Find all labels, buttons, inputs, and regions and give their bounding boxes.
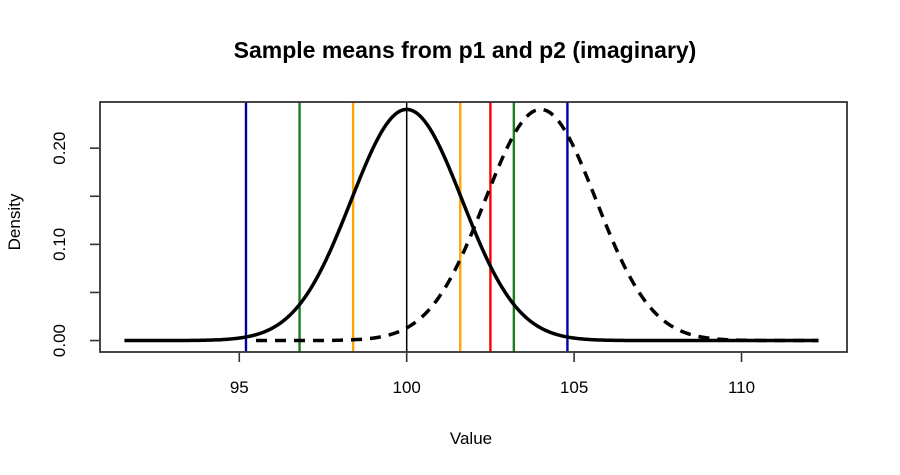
x-tick-label-95: 95 bbox=[230, 378, 249, 397]
x-axis-label: Value bbox=[450, 429, 492, 448]
y-axis-label: Density bbox=[5, 193, 24, 250]
x-tick-label-110: 110 bbox=[728, 378, 755, 397]
y-tick-label-0.20: 0.20 bbox=[50, 132, 69, 165]
plot-frame bbox=[99, 101, 848, 353]
density-curve-p1 bbox=[124, 107, 819, 343]
x-tick-label-100: 100 bbox=[393, 378, 421, 397]
density-curve-p2 bbox=[256, 107, 819, 343]
x-tick-label-105: 105 bbox=[560, 378, 588, 397]
plot-title: Sample means from p1 and p2 (imaginary) bbox=[234, 37, 697, 63]
y-tick-label-0.10: 0.10 bbox=[50, 228, 69, 261]
plot-area: 95 100 105 110 0.00 0.10 0.20 bbox=[50, 101, 848, 397]
y-tick-label-0.00: 0.00 bbox=[50, 324, 69, 357]
